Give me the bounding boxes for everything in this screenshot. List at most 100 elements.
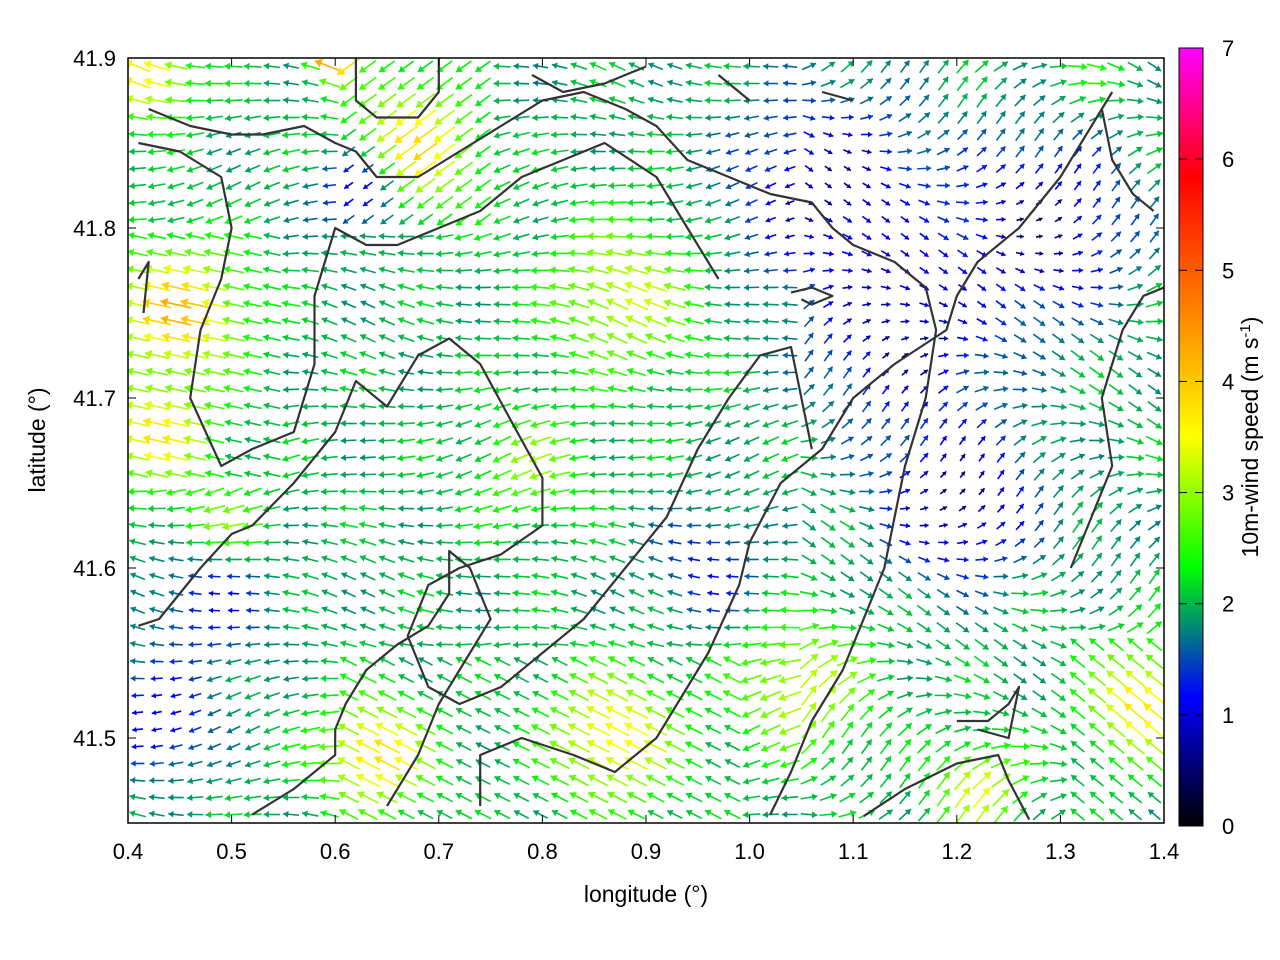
wind-arrow — [800, 471, 818, 479]
wind-arrow — [282, 471, 300, 479]
wind-arrow — [492, 419, 512, 429]
wind-arrow — [1013, 351, 1027, 360]
wind-arrow — [608, 521, 627, 529]
wind-arrow — [1032, 451, 1047, 464]
wind-arrow — [455, 284, 472, 291]
wind-arrow — [995, 163, 1007, 174]
wind-arrow — [186, 148, 204, 156]
wind-arrow — [901, 385, 909, 394]
wind-arrow — [589, 437, 607, 445]
wind-arrow — [531, 707, 550, 718]
wind-arrow — [396, 92, 417, 109]
wind-arrow — [243, 282, 263, 291]
wind-arrow — [780, 777, 800, 785]
wind-arrow — [187, 556, 203, 563]
wind-arrow — [936, 147, 951, 156]
wind-arrow — [705, 522, 721, 530]
wind-arrow — [1014, 283, 1026, 292]
wind-arrow — [474, 317, 492, 325]
wind-arrow — [880, 755, 892, 772]
wind-arrow — [976, 318, 988, 325]
wind-arrow — [397, 572, 415, 581]
wind-arrow — [549, 740, 571, 753]
wind-arrow — [1050, 656, 1067, 667]
wind-arrow — [782, 334, 798, 342]
wind-arrow — [301, 317, 320, 325]
wind-arrow — [1088, 722, 1106, 737]
wind-arrow — [569, 504, 589, 513]
wind-arrow — [513, 690, 530, 701]
wind-arrow — [741, 690, 762, 701]
wind-arrow — [1015, 127, 1026, 142]
wind-arrow — [378, 300, 396, 309]
wind-arrow — [321, 249, 338, 257]
wind-arrow — [820, 79, 836, 87]
wind-arrow — [956, 401, 969, 412]
wind-arrow — [167, 216, 185, 224]
wind-arrow — [474, 641, 492, 649]
wind-arrow — [378, 487, 396, 496]
wind-arrow — [167, 199, 185, 207]
x-axis-ticks: 0.4 0.5 0.6 0.7 0.8 0.9 1.0 1.1 1.2 1.3 1.4 — [113, 58, 1179, 864]
wind-arrow — [743, 505, 760, 513]
wind-arrow — [1090, 250, 1103, 257]
wind-arrow — [743, 453, 760, 462]
wind-arrow — [226, 742, 241, 751]
wind-arrow — [801, 685, 818, 706]
wind-arrow — [473, 369, 493, 377]
wind-arrow — [142, 417, 171, 428]
wind-arrow — [1126, 97, 1144, 105]
wind-arrow — [435, 471, 454, 479]
wind-arrow — [567, 265, 590, 274]
wind-arrow — [976, 146, 988, 157]
wind-arrow — [207, 708, 222, 717]
wind-arrow — [785, 217, 795, 223]
wind-arrow — [586, 722, 611, 737]
wind-arrow — [1015, 520, 1025, 531]
wind-arrow — [244, 691, 261, 700]
wind-arrow — [416, 488, 434, 496]
wind-arrow — [647, 623, 665, 631]
wind-arrow — [608, 402, 627, 410]
wind-arrow — [879, 95, 893, 106]
wind-arrow — [644, 248, 667, 257]
wind-arrow — [626, 673, 647, 684]
wind-arrow — [164, 384, 188, 393]
wind-arrow — [301, 589, 319, 597]
wind-arrow — [532, 386, 549, 394]
wind-arrow — [360, 317, 376, 326]
wind-arrow — [224, 215, 243, 225]
wind-arrow — [589, 96, 607, 104]
wind-arrow — [978, 487, 986, 496]
wind-arrow — [512, 386, 530, 394]
wind-arrow — [842, 366, 853, 379]
wind-arrow — [340, 437, 357, 444]
wind-arrow — [1050, 689, 1067, 702]
wind-arrow — [703, 386, 723, 394]
wind-arrow — [724, 758, 741, 769]
wind-arrow — [1073, 215, 1083, 224]
wind-arrow — [359, 437, 376, 444]
wind-arrow — [1052, 535, 1065, 550]
wind-arrow — [170, 710, 182, 716]
wind-arrow — [1070, 774, 1085, 787]
wind-arrow — [242, 538, 263, 547]
wind-arrow — [589, 538, 608, 546]
wind-arrow — [1011, 590, 1029, 598]
wind-arrow — [645, 232, 666, 241]
wind-arrow — [493, 284, 511, 292]
wind-arrow — [703, 351, 723, 359]
wind-arrow — [264, 624, 280, 631]
wind-arrow — [493, 572, 511, 580]
wind-arrow — [186, 164, 204, 173]
wind-arrow — [762, 317, 779, 325]
wind-arrow — [321, 555, 338, 563]
wind-arrow — [957, 266, 968, 275]
wind-arrow — [822, 132, 834, 138]
wind-arrow — [147, 148, 167, 156]
wind-arrow — [550, 572, 569, 580]
wind-arrow — [954, 741, 972, 752]
wind-arrow — [1129, 536, 1141, 549]
wind-arrow — [762, 284, 779, 291]
wind-arrow — [188, 624, 202, 631]
